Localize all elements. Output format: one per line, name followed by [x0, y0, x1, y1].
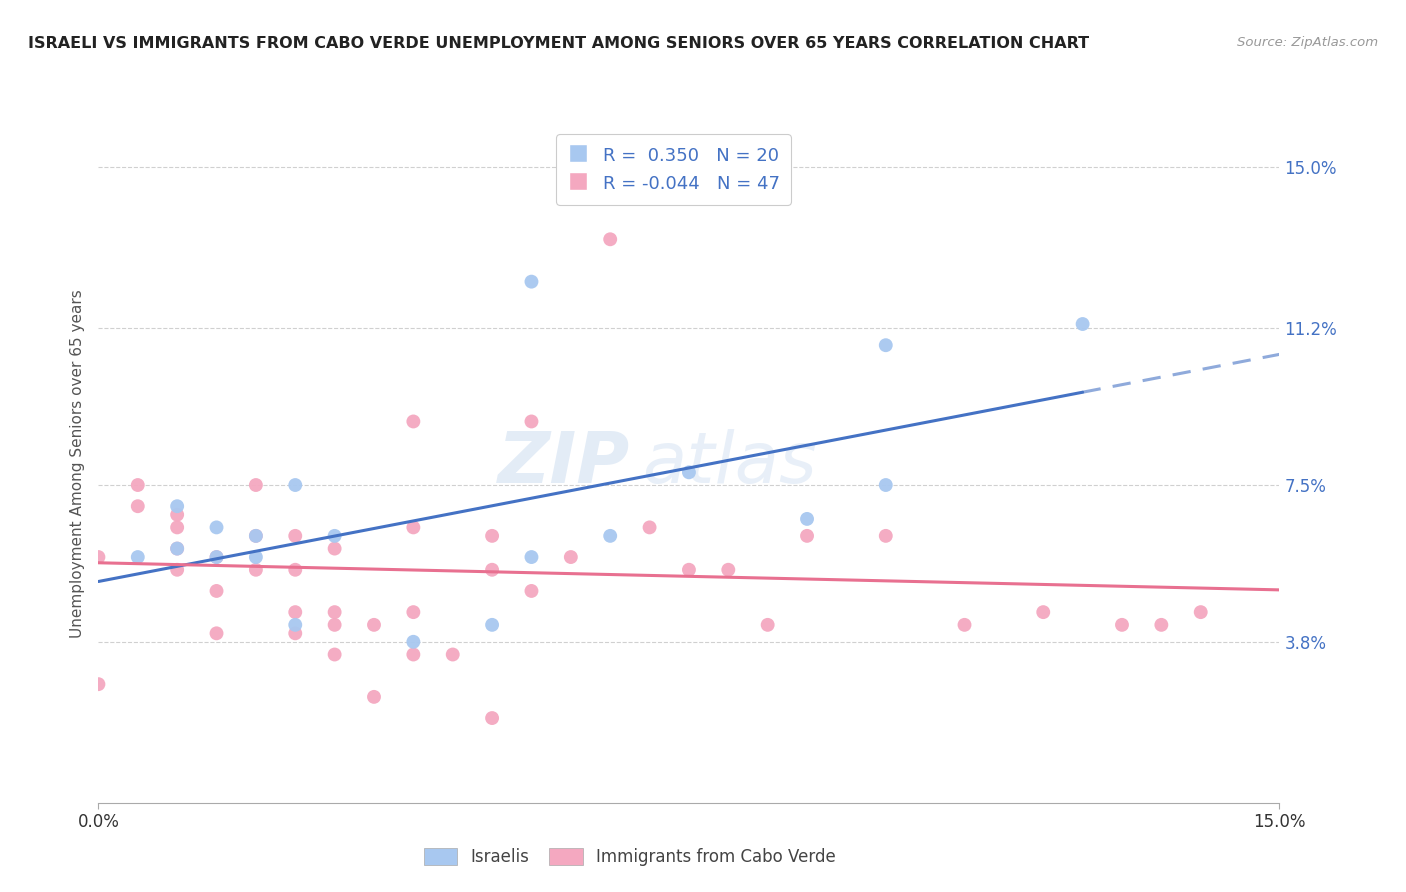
Point	[87, 677, 110, 691]
Point	[1032, 605, 1054, 619]
Point	[205, 549, 228, 565]
Point	[481, 563, 503, 577]
Point	[284, 617, 307, 632]
Point	[560, 549, 582, 565]
Point	[756, 617, 779, 632]
Point	[953, 617, 976, 632]
Point	[481, 529, 503, 543]
Text: ISRAELI VS IMMIGRANTS FROM CABO VERDE UNEMPLOYMENT AMONG SENIORS OVER 65 YEARS C: ISRAELI VS IMMIGRANTS FROM CABO VERDE UN…	[28, 36, 1090, 51]
Point	[520, 583, 543, 598]
Point	[245, 549, 267, 565]
Legend: Israelis, Immigrants from Cabo Verde: Israelis, Immigrants from Cabo Verde	[418, 841, 842, 872]
Point	[599, 529, 621, 543]
Point	[127, 478, 149, 492]
Point	[1189, 605, 1212, 619]
Point	[205, 626, 228, 640]
Point	[323, 541, 346, 556]
Point	[441, 648, 464, 662]
Point	[284, 529, 307, 543]
Point	[245, 478, 267, 492]
Point	[87, 549, 110, 565]
Point	[166, 520, 188, 534]
Point	[402, 635, 425, 649]
Point	[402, 520, 425, 534]
Y-axis label: Unemployment Among Seniors over 65 years: Unemployment Among Seniors over 65 years	[69, 290, 84, 638]
Point	[796, 512, 818, 526]
Point	[284, 626, 307, 640]
Point	[166, 563, 188, 577]
Point	[245, 529, 267, 543]
Point	[127, 549, 149, 565]
Point	[127, 500, 149, 514]
Point	[205, 583, 228, 598]
Point	[363, 617, 385, 632]
Point	[481, 617, 503, 632]
Point	[1111, 617, 1133, 632]
Point	[402, 648, 425, 662]
Point	[678, 466, 700, 480]
Point	[323, 648, 346, 662]
Point	[205, 549, 228, 565]
Point	[599, 232, 621, 246]
Point	[520, 549, 543, 565]
Point	[245, 563, 267, 577]
Point	[284, 563, 307, 577]
Point	[875, 338, 897, 352]
Point	[245, 529, 267, 543]
Point	[520, 275, 543, 289]
Point	[323, 529, 346, 543]
Text: Source: ZipAtlas.com: Source: ZipAtlas.com	[1237, 36, 1378, 49]
Point	[717, 563, 740, 577]
Point	[284, 605, 307, 619]
Point	[166, 541, 188, 556]
Text: atlas: atlas	[641, 429, 817, 499]
Point	[1150, 617, 1173, 632]
Point	[166, 500, 188, 514]
Point	[1071, 317, 1094, 331]
Point	[166, 541, 188, 556]
Point	[875, 478, 897, 492]
Point	[284, 478, 307, 492]
Point	[638, 520, 661, 534]
Point	[323, 617, 346, 632]
Text: ZIP: ZIP	[498, 429, 630, 499]
Point	[323, 605, 346, 619]
Point	[678, 563, 700, 577]
Point	[520, 414, 543, 429]
Point	[402, 414, 425, 429]
Point	[402, 605, 425, 619]
Point	[875, 529, 897, 543]
Point	[363, 690, 385, 704]
Point	[205, 520, 228, 534]
Point	[481, 711, 503, 725]
Point	[796, 529, 818, 543]
Point	[166, 508, 188, 522]
